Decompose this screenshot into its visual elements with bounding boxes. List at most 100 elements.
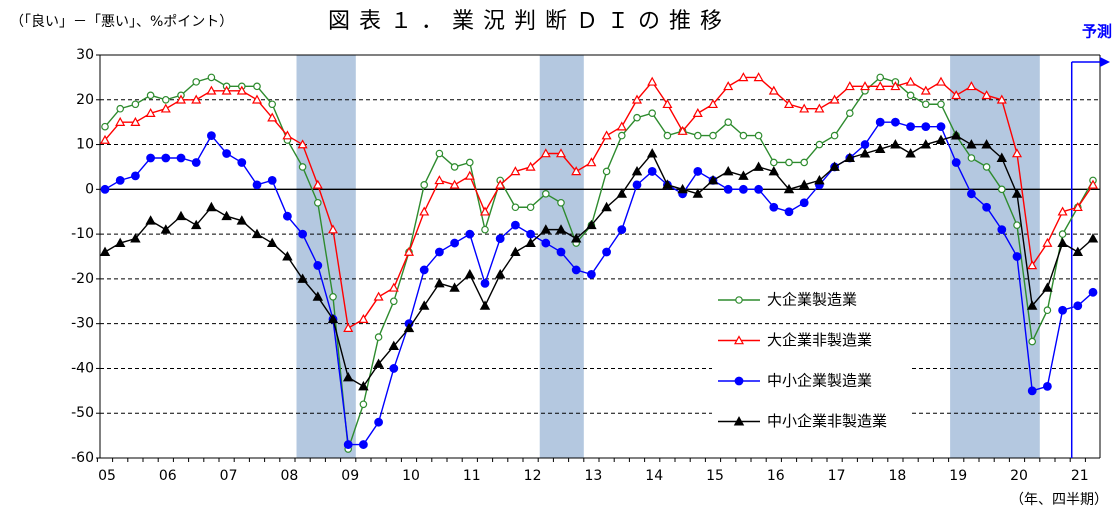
x-tick-label: 06: [159, 468, 177, 484]
marker: [647, 167, 657, 176]
x-tick-label: 14: [645, 468, 663, 484]
marker: [769, 202, 779, 212]
marker: [1026, 300, 1038, 310]
marker: [465, 229, 475, 239]
marker: [160, 224, 172, 234]
marker: [693, 167, 703, 176]
marker: [1042, 282, 1053, 292]
marker: [282, 251, 293, 261]
marker: [785, 158, 793, 167]
series: [99, 72, 1099, 332]
marker: [754, 131, 763, 140]
marker: [99, 134, 111, 144]
marker: [646, 148, 658, 158]
marker: [935, 134, 947, 145]
marker: [374, 417, 384, 427]
x-tick-label: 08: [280, 468, 298, 484]
marker: [327, 224, 339, 234]
marker: [693, 131, 702, 140]
marker: [905, 76, 916, 86]
marker: [631, 94, 643, 104]
marker: [921, 122, 931, 132]
marker: [982, 202, 991, 212]
marker: [723, 81, 734, 91]
marker: [358, 313, 369, 323]
marker: [131, 100, 140, 109]
marker: [449, 179, 460, 189]
marker: [495, 234, 505, 243]
marker: [343, 322, 354, 332]
marker: [343, 440, 353, 449]
marker: [920, 139, 932, 149]
x-tick-label: 21: [1071, 468, 1089, 484]
marker: [1013, 221, 1021, 229]
marker: [267, 112, 278, 122]
marker: [389, 297, 398, 306]
marker: [723, 184, 733, 194]
marker: [677, 183, 688, 194]
marker: [738, 72, 749, 82]
marker: [555, 148, 567, 158]
x-tick-label: 15: [706, 468, 724, 484]
marker: [359, 440, 368, 449]
marker: [313, 261, 323, 270]
marker: [283, 211, 292, 221]
marker: [707, 174, 719, 185]
marker: [768, 165, 780, 176]
marker: [175, 210, 187, 221]
marker: [236, 215, 248, 225]
y-tick-label: -10: [71, 226, 94, 242]
marker: [784, 207, 794, 217]
forecast-arrowhead: [1100, 57, 1110, 67]
marker: [692, 188, 704, 198]
y-tick-label: -40: [71, 360, 94, 376]
marker: [145, 215, 156, 225]
marker: [115, 116, 126, 126]
marker: [739, 131, 748, 140]
marker: [860, 140, 870, 149]
series-line: [104, 121, 1094, 446]
marker: [541, 238, 551, 248]
marker: [495, 179, 506, 189]
marker: [389, 364, 399, 373]
marker: [329, 292, 337, 301]
shaded-period: [950, 55, 1040, 458]
marker: [511, 220, 520, 230]
marker: [252, 180, 262, 190]
marker: [616, 188, 628, 198]
chart-subtitle: （「良い」－「悪い」、%ポイント）: [10, 14, 233, 30]
marker: [663, 131, 672, 140]
marker: [556, 247, 566, 257]
x-tick-label: 20: [1010, 468, 1028, 484]
marker: [874, 143, 886, 153]
marker: [602, 247, 611, 257]
marker: [966, 139, 977, 149]
marker: [753, 72, 764, 82]
marker: [905, 148, 916, 158]
legend-marker: [735, 296, 743, 304]
marker: [1058, 305, 1067, 315]
y-tick-label: -60: [71, 450, 94, 466]
series-line: [104, 134, 1094, 388]
marker: [570, 233, 582, 243]
marker: [1057, 237, 1068, 248]
marker: [297, 139, 308, 149]
marker: [845, 109, 854, 118]
marker: [890, 139, 901, 149]
marker: [342, 371, 354, 382]
y-tick-label: -30: [71, 316, 94, 332]
marker: [677, 125, 688, 135]
marker: [571, 166, 582, 176]
marker: [967, 189, 976, 199]
marker: [586, 157, 597, 167]
marker: [769, 158, 778, 167]
marker: [891, 117, 900, 127]
marker: [359, 400, 368, 409]
x-tick-label: 18: [888, 468, 906, 484]
legend-label: 大企業製造業: [767, 291, 857, 309]
marker: [479, 206, 491, 216]
series: [100, 117, 1098, 449]
marker: [480, 278, 490, 288]
marker: [1073, 301, 1083, 311]
